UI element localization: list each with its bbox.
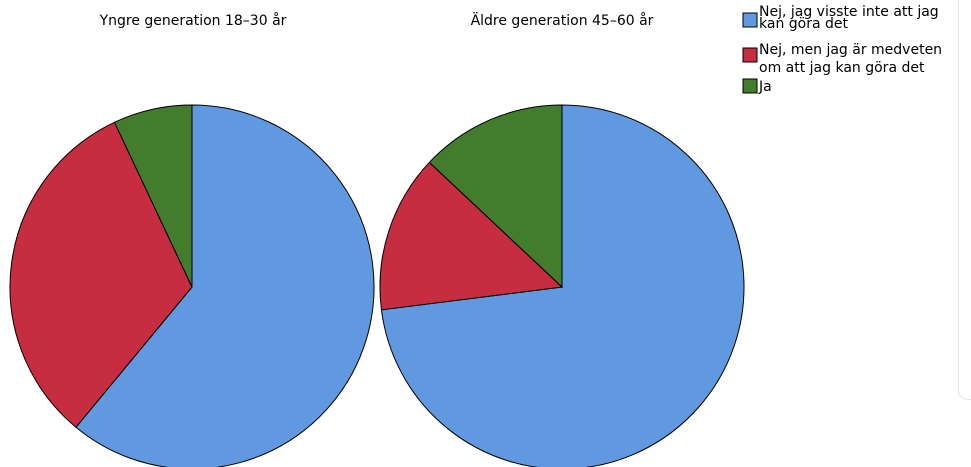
legend-swatch-ja <box>742 78 758 94</box>
pie-chart-younger <box>9 104 375 467</box>
pie-slice-older-nej-visste-inte <box>380 104 745 467</box>
pie-slice-younger-nej-visste-inte <box>75 104 375 467</box>
legend: Nej, jag visste inte att jag kan göra de… <box>742 4 942 95</box>
pie-title-younger: Yngre generation 18–30 år <box>99 12 287 29</box>
pie-chart-older <box>379 104 745 467</box>
legend-label-nej-medveten-line-2: om att jag kan göra det <box>759 60 925 76</box>
pie-title-older: Äldre generation 45–60 år <box>471 11 654 29</box>
legend-label-nej-visste-inte-line-2: kan göra det <box>759 16 849 32</box>
pie-slice-older-ja <box>428 104 563 289</box>
pie-slice-younger-nej-medveten <box>9 121 193 428</box>
pie-slice-younger-ja <box>113 104 193 288</box>
pie-slice-older-nej-medveten <box>379 161 564 311</box>
legend-label-nej-medveten-line-1: Nej, men jag är medveten <box>759 42 942 58</box>
side-panel-edge <box>958 0 971 400</box>
legend-label-ja: Ja <box>758 79 772 95</box>
legend-swatch-nej-visste-inte <box>742 12 758 28</box>
legend-swatch-nej-medveten <box>742 47 758 63</box>
legend-label-nej-visste-inte-line-1: Nej, jag visste inte att jag <box>759 4 939 20</box>
